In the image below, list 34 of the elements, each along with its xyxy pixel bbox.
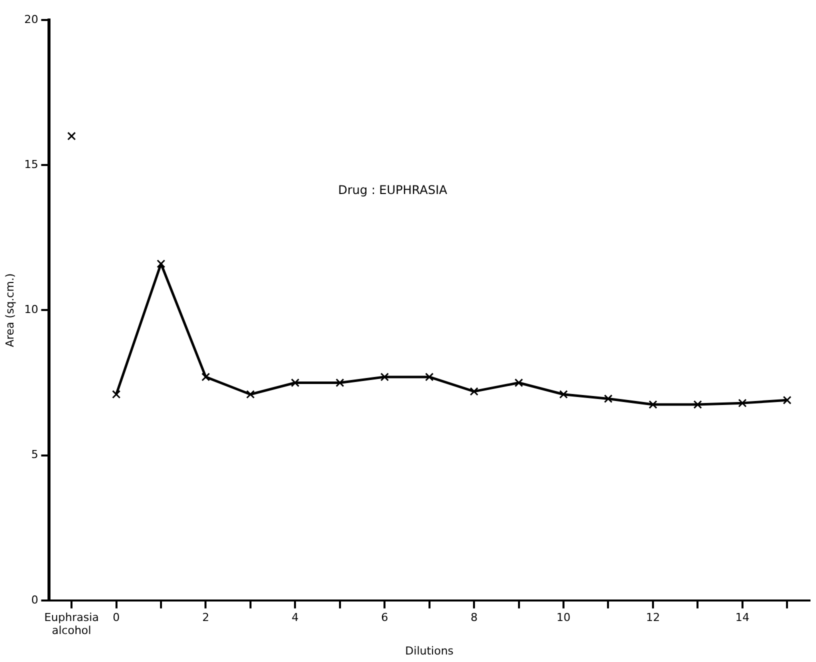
y-tick-label: 5 [31, 448, 38, 462]
point [648, 400, 658, 409]
x-tick-label: 0 [112, 610, 120, 624]
point [782, 396, 792, 404]
point [380, 372, 389, 382]
x-tick-label: 14 [735, 610, 750, 624]
point [604, 394, 613, 403]
point [559, 390, 568, 399]
y-tick-label: 10 [24, 303, 38, 316]
point [738, 398, 747, 408]
point [246, 390, 255, 399]
point [336, 378, 344, 388]
point [693, 400, 702, 409]
annotation: Drug : EUPHRASIA [338, 183, 448, 198]
x-tick-label: Euphrasia alcohol [44, 610, 99, 638]
point [425, 372, 434, 382]
x-axis-title: Dilutions [405, 644, 454, 658]
point [112, 390, 121, 399]
x-tick-label: 4 [292, 610, 299, 624]
y-tick-label: 0 [31, 593, 38, 606]
point [67, 132, 76, 140]
point [470, 387, 478, 396]
x-tick-label: 12 [646, 610, 660, 624]
point [156, 259, 166, 268]
y-tick-label: 15 [24, 158, 38, 171]
x-tick-label: 6 [381, 610, 388, 624]
point [514, 378, 524, 388]
x-tick-label: 8 [470, 610, 478, 624]
x-tick-label: 2 [202, 610, 210, 624]
point [290, 378, 300, 388]
y-axis-title: Area (sq.cm.) [3, 273, 16, 348]
y-tick-label: 20 [24, 12, 38, 26]
x-tick-label: 10 [556, 610, 571, 624]
point [201, 372, 210, 382]
